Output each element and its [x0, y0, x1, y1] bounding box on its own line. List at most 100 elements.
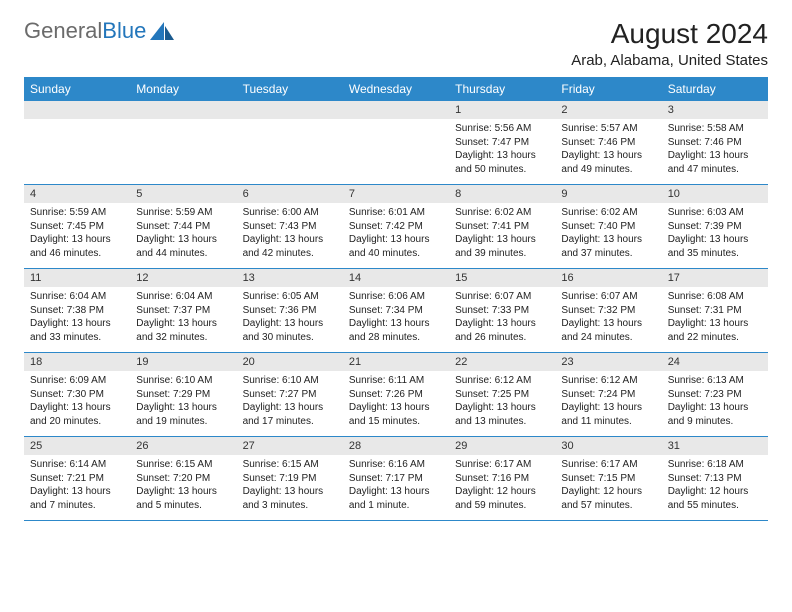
calendar-day-cell: 3Sunrise: 5:58 AMSunset: 7:46 PMDaylight… — [662, 101, 768, 185]
day-number: 6 — [237, 185, 343, 203]
calendar-day-cell: 8Sunrise: 6:02 AMSunset: 7:41 PMDaylight… — [449, 185, 555, 269]
day-number: 16 — [555, 269, 661, 287]
day-number: 26 — [130, 437, 236, 455]
sunrise-line: Sunrise: 6:16 AM — [349, 458, 443, 472]
sunset-line: Sunset: 7:46 PM — [561, 136, 655, 150]
weekday-header: Monday — [130, 77, 236, 101]
sunrise-line: Sunrise: 6:02 AM — [561, 206, 655, 220]
calendar-day-cell: 1Sunrise: 5:56 AMSunset: 7:47 PMDaylight… — [449, 101, 555, 185]
daylight-line: Daylight: 13 hours and 1 minute. — [349, 485, 443, 512]
day-number: 5 — [130, 185, 236, 203]
sunrise-line: Sunrise: 6:10 AM — [136, 374, 230, 388]
day-number: 12 — [130, 269, 236, 287]
sunset-line: Sunset: 7:34 PM — [349, 304, 443, 318]
sunset-line: Sunset: 7:16 PM — [455, 472, 549, 486]
day-data: Sunrise: 5:59 AMSunset: 7:44 PMDaylight:… — [130, 203, 236, 268]
weekday-header: Friday — [555, 77, 661, 101]
day-number: 17 — [662, 269, 768, 287]
day-number: 18 — [24, 353, 130, 371]
sunrise-line: Sunrise: 6:14 AM — [30, 458, 124, 472]
sunrise-line: Sunrise: 6:10 AM — [243, 374, 337, 388]
day-number: 15 — [449, 269, 555, 287]
day-number: 31 — [662, 437, 768, 455]
day-data: Sunrise: 6:08 AMSunset: 7:31 PMDaylight:… — [662, 287, 768, 352]
header: GeneralBlue August 2024 Arab, Alabama, U… — [24, 18, 768, 69]
month-title: August 2024 — [571, 18, 768, 50]
day-number: 21 — [343, 353, 449, 371]
sunset-line: Sunset: 7:36 PM — [243, 304, 337, 318]
daylight-line: Daylight: 13 hours and 19 minutes. — [136, 401, 230, 428]
sunset-line: Sunset: 7:42 PM — [349, 220, 443, 234]
calendar-day-cell: 9 Sunrise: 6:02 AMSunset: 7:40 PMDaylight… — [555, 185, 661, 269]
day-number: 13 — [237, 269, 343, 287]
daylight-line: Daylight: 13 hours and 7 minutes. — [30, 485, 124, 512]
sunset-line: Sunset: 7:41 PM — [455, 220, 549, 234]
calendar-day-cell: 27Sunrise: 6:15 AMSunset: 7:19 PMDayligh… — [237, 437, 343, 521]
calendar-day-cell: 23Sunrise: 6:12 AMSunset: 7:24 PMDayligh… — [555, 353, 661, 437]
day-data: Sunrise: 6:17 AMSunset: 7:15 PMDaylight:… — [555, 455, 661, 520]
day-data: Sunrise: 6:04 AMSunset: 7:37 PMDaylight:… — [130, 287, 236, 352]
calendar-week-row: 1Sunrise: 5:56 AMSunset: 7:47 PMDaylight… — [24, 101, 768, 185]
calendar-table: SundayMondayTuesdayWednesdayThursdayFrid… — [24, 77, 768, 521]
sunrise-line: Sunrise: 6:08 AM — [668, 290, 762, 304]
day-data: Sunrise: 6:18 AMSunset: 7:13 PMDaylight:… — [662, 455, 768, 520]
sunrise-line: Sunrise: 5:56 AM — [455, 122, 549, 136]
day-number: 1 — [449, 101, 555, 119]
day-number-empty — [237, 101, 343, 119]
sunrise-line: Sunrise: 6:01 AM — [349, 206, 443, 220]
daylight-line: Daylight: 13 hours and 5 minutes. — [136, 485, 230, 512]
calendar-day-cell: 18Sunrise: 6:09 AMSunset: 7:30 PMDayligh… — [24, 353, 130, 437]
logo-sail-icon — [150, 22, 174, 40]
day-data: Sunrise: 6:14 AMSunset: 7:21 PMDaylight:… — [24, 455, 130, 520]
day-data: Sunrise: 5:56 AMSunset: 7:47 PMDaylight:… — [449, 119, 555, 184]
sunrise-line: Sunrise: 5:58 AM — [668, 122, 762, 136]
sunrise-line: Sunrise: 6:17 AM — [561, 458, 655, 472]
day-number-empty — [130, 101, 236, 119]
sunrise-line: Sunrise: 6:06 AM — [349, 290, 443, 304]
day-data: Sunrise: 6:13 AMSunset: 7:23 PMDaylight:… — [662, 371, 768, 436]
calendar-day-cell: 31Sunrise: 6:18 AMSunset: 7:13 PMDayligh… — [662, 437, 768, 521]
day-number: 27 — [237, 437, 343, 455]
sunrise-line: Sunrise: 6:04 AM — [136, 290, 230, 304]
weekday-header: Wednesday — [343, 77, 449, 101]
sunset-line: Sunset: 7:38 PM — [30, 304, 124, 318]
daylight-line: Daylight: 13 hours and 28 minutes. — [349, 317, 443, 344]
calendar-day-cell: 15Sunrise: 6:07 AMSunset: 7:33 PMDayligh… — [449, 269, 555, 353]
daylight-line: Daylight: 13 hours and 37 minutes. — [561, 233, 655, 260]
day-number: 10 — [662, 185, 768, 203]
sunrise-line: Sunrise: 6:12 AM — [455, 374, 549, 388]
day-data: Sunrise: 5:59 AMSunset: 7:45 PMDaylight:… — [24, 203, 130, 268]
daylight-line: Daylight: 13 hours and 20 minutes. — [30, 401, 124, 428]
sunrise-line: Sunrise: 6:05 AM — [243, 290, 337, 304]
day-number: 24 — [662, 353, 768, 371]
calendar-week-row: 25Sunrise: 6:14 AMSunset: 7:21 PMDayligh… — [24, 437, 768, 521]
sunset-line: Sunset: 7:45 PM — [30, 220, 124, 234]
sunset-line: Sunset: 7:21 PM — [30, 472, 124, 486]
day-data: Sunrise: 6:07 AMSunset: 7:32 PMDaylight:… — [555, 287, 661, 352]
calendar-day-cell: 20Sunrise: 6:10 AMSunset: 7:27 PMDayligh… — [237, 353, 343, 437]
day-number: 2 — [555, 101, 661, 119]
daylight-line: Daylight: 12 hours and 59 minutes. — [455, 485, 549, 512]
day-data: Sunrise: 6:09 AMSunset: 7:30 PMDaylight:… — [24, 371, 130, 436]
day-data: Sunrise: 6:02 AMSunset: 7:41 PMDaylight:… — [449, 203, 555, 268]
day-data: Sunrise: 6:16 AMSunset: 7:17 PMDaylight:… — [343, 455, 449, 520]
calendar-day-cell: 5Sunrise: 5:59 AMSunset: 7:44 PMDaylight… — [130, 185, 236, 269]
sunrise-line: Sunrise: 6:12 AM — [561, 374, 655, 388]
sunset-line: Sunset: 7:47 PM — [455, 136, 549, 150]
calendar-day-cell: 28Sunrise: 6:16 AMSunset: 7:17 PMDayligh… — [343, 437, 449, 521]
day-data: Sunrise: 6:11 AMSunset: 7:26 PMDaylight:… — [343, 371, 449, 436]
calendar-body: 1Sunrise: 5:56 AMSunset: 7:47 PMDaylight… — [24, 101, 768, 521]
calendar-day-cell: 6Sunrise: 6:00 AMSunset: 7:43 PMDaylight… — [237, 185, 343, 269]
calendar-day-cell: 25Sunrise: 6:14 AMSunset: 7:21 PMDayligh… — [24, 437, 130, 521]
calendar-day-cell: 24Sunrise: 6:13 AMSunset: 7:23 PMDayligh… — [662, 353, 768, 437]
calendar-week-row: 11Sunrise: 6:04 AMSunset: 7:38 PMDayligh… — [24, 269, 768, 353]
calendar-day-cell: 30Sunrise: 6:17 AMSunset: 7:15 PMDayligh… — [555, 437, 661, 521]
daylight-line: Daylight: 13 hours and 33 minutes. — [30, 317, 124, 344]
day-number: 20 — [237, 353, 343, 371]
calendar-day-cell: 2Sunrise: 5:57 AMSunset: 7:46 PMDaylight… — [555, 101, 661, 185]
sunset-line: Sunset: 7:40 PM — [561, 220, 655, 234]
day-number: 9 — [555, 185, 661, 203]
weekday-header: Thursday — [449, 77, 555, 101]
day-number: 14 — [343, 269, 449, 287]
sunrise-line: Sunrise: 6:11 AM — [349, 374, 443, 388]
